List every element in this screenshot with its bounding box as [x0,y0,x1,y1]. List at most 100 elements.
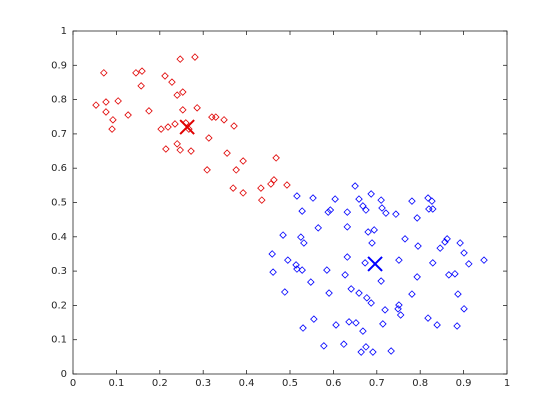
point [355,289,363,297]
point [173,91,181,99]
point [176,146,184,154]
point [377,196,385,204]
point [208,113,216,121]
point [168,78,176,86]
point [132,69,140,77]
point [283,181,291,189]
point [387,347,395,355]
point [443,235,451,243]
point [239,157,247,165]
point [320,342,328,350]
point [191,53,199,61]
point [239,189,247,197]
point [270,176,278,184]
point [355,195,363,203]
x-tick-label: 0.7 [369,378,385,389]
point [377,277,385,285]
x-tick-label: 0.3 [195,378,211,389]
point [223,149,231,157]
x-tick-label: 0 [70,378,76,389]
y-tick-label: 0.9 [51,60,67,71]
point [382,209,390,217]
point [359,327,367,335]
point [341,271,349,279]
x-tick-label: 0.2 [152,378,168,389]
point [92,101,100,109]
point [109,116,117,124]
point [232,166,240,174]
point [392,210,400,218]
point [408,197,416,205]
point [395,301,403,309]
y-tick-label: 1 [61,26,67,37]
point [367,190,375,198]
centroid [179,119,195,135]
point [325,289,333,297]
point [352,319,360,327]
point [370,226,378,234]
x-tick-label: 0.8 [412,378,428,389]
point [114,97,122,105]
point [309,194,317,202]
point [297,233,305,241]
x-tick-label: 0.9 [456,378,472,389]
point [205,134,213,142]
x-tick-label: 0.4 [239,378,255,389]
y-tick-label: 0.4 [51,232,67,243]
x-tick-label: 0.6 [325,378,341,389]
point [414,242,422,250]
plot-area [72,30,508,375]
point [425,205,433,213]
point [480,256,488,264]
point [324,208,332,216]
point [293,192,301,200]
point [124,111,132,119]
point [424,314,432,322]
point [176,55,184,63]
point [314,224,322,232]
point [451,270,459,278]
point [343,208,352,216]
y-tick-label: 0.6 [51,163,67,174]
point [445,271,453,279]
point [102,108,110,116]
point [369,348,377,356]
point [164,123,172,131]
point [171,120,179,128]
point [187,147,195,155]
y-tick-label: 0.3 [51,266,67,277]
point [441,238,449,246]
point [284,256,292,264]
point [138,67,146,75]
point [173,140,181,148]
y-tick-label: 0.2 [51,300,67,311]
point [298,266,306,274]
point [362,206,370,214]
point [137,82,145,90]
point [395,256,403,264]
point [257,184,265,192]
point [179,88,187,96]
point [220,116,228,124]
point [230,122,238,130]
point [408,290,416,298]
point [465,260,473,268]
point [193,104,201,112]
x-tick-label: 0.5 [282,378,298,389]
point [378,204,386,212]
point [145,107,153,115]
point [436,244,444,252]
point [364,228,372,236]
point [298,207,306,215]
point [340,340,348,348]
point [460,305,468,313]
point [281,288,289,296]
point [323,266,331,274]
point [267,180,275,188]
point [269,268,277,276]
point [343,253,352,261]
point [453,322,461,330]
point [162,145,170,153]
point [433,321,441,329]
point [363,294,371,302]
